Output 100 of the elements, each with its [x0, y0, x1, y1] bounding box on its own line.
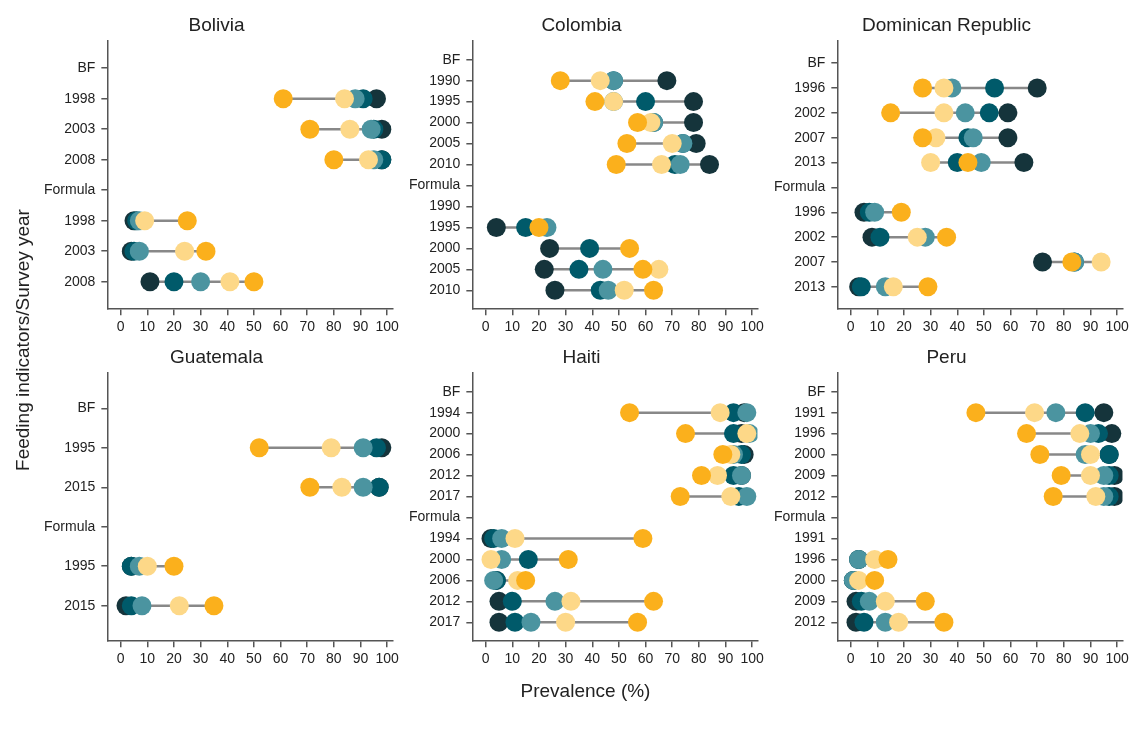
y-tick-label: 2012: [794, 613, 826, 630]
x-tick-label: 40: [949, 650, 966, 667]
x-tick-label: 50: [611, 650, 627, 667]
y-tick-label: 1998: [64, 211, 96, 228]
y-tick-label: 1994: [429, 403, 461, 420]
x-tick-label: 50: [611, 318, 627, 335]
x-tick-label: 90: [1082, 650, 1099, 667]
y-tick-label: 2015: [64, 478, 96, 495]
x-tick-label: 80: [1056, 650, 1072, 667]
y-tick-label: 2000: [429, 424, 461, 441]
x-tick-label: 20: [166, 318, 182, 335]
y-tick-label: 2007: [794, 128, 826, 145]
y-tick-label: BF: [807, 382, 826, 399]
x-tick-label: 30: [557, 318, 574, 335]
y-tick-label: 2000: [429, 239, 461, 256]
chart-title: Colombia: [541, 13, 623, 35]
y-tick-label: 2003: [64, 120, 96, 137]
x-tick-label: 100: [740, 318, 765, 335]
y-tick-label: 2017: [429, 613, 461, 630]
x-tick-label: 50: [246, 650, 262, 667]
y-tick-label: 2006: [429, 571, 461, 588]
y-tick-label: Formula: [773, 508, 826, 525]
x-tick-label: 70: [664, 650, 681, 667]
y-tick-label: 2010: [429, 155, 461, 172]
y-tick-label: 2005: [429, 134, 461, 151]
x-tick-label: 100: [375, 318, 400, 335]
y-tick-label: 2008: [64, 272, 96, 289]
y-tick-label: 1995: [429, 92, 461, 109]
chart-title: Peru: [926, 345, 967, 367]
y-tick-label: 2015: [64, 596, 96, 613]
x-tick-label: 70: [1029, 650, 1046, 667]
y-tick-label: BF: [442, 50, 461, 67]
x-tick-label: 80: [691, 318, 707, 335]
y-tick-label: BF: [77, 399, 96, 416]
y-tick-label: 2013: [794, 277, 826, 294]
x-tick-label: 10: [139, 650, 156, 667]
x-tick-label: 70: [299, 318, 316, 335]
y-tick-label: 1996: [794, 78, 826, 95]
x-tick-label: 0: [481, 650, 490, 667]
x-tick-label: 0: [116, 650, 125, 667]
y-tick-label: 2003: [64, 242, 96, 259]
x-tick-label: 90: [1082, 318, 1099, 335]
x-tick-label: 100: [1105, 650, 1130, 667]
y-tick-label: Formula: [773, 178, 826, 195]
y-tick-label: BF: [442, 382, 461, 399]
x-tick-label: 20: [166, 650, 182, 667]
x-tick-label: 100: [1105, 318, 1130, 335]
x-tick-label: 0: [846, 318, 855, 335]
y-tick-label: 2017: [429, 487, 461, 504]
x-tick-label: 30: [922, 650, 939, 667]
x-tick-label: 80: [326, 650, 342, 667]
x-tick-label: 90: [352, 650, 369, 667]
y-tick-label: 2012: [794, 487, 826, 504]
x-tick-label: 10: [139, 318, 156, 335]
y-tick-label: 2009: [794, 466, 826, 483]
x-tick-label: 50: [976, 650, 992, 667]
x-tick-label: 100: [740, 650, 765, 667]
x-axis-title: Prevalence (%): [519, 680, 652, 702]
y-tick-label: 2000: [794, 571, 826, 588]
x-tick-label: 70: [299, 650, 316, 667]
y-tick-label: 2013: [794, 153, 826, 170]
y-axis-title: Feeding indicators/Survey year: [12, 209, 34, 471]
x-tick-label: 20: [531, 318, 547, 335]
chart-title: Bolivia: [188, 13, 245, 35]
x-tick-label: 60: [637, 650, 654, 667]
x-tick-label: 10: [869, 318, 886, 335]
y-tick-label: Formula: [43, 517, 96, 534]
y-tick-label: 1990: [429, 197, 461, 214]
y-tick-label: 1991: [794, 529, 826, 546]
y-tick-label: Formula: [43, 181, 96, 198]
x-tick-label: 40: [219, 318, 236, 335]
y-tick-label: 1994: [429, 529, 461, 546]
y-tick-label: 1991: [794, 403, 826, 420]
x-tick-label: 0: [846, 650, 855, 667]
x-tick-label: 20: [531, 650, 547, 667]
x-tick-label: 40: [584, 650, 601, 667]
y-tick-label: Formula: [408, 176, 461, 193]
x-tick-label: 80: [1056, 318, 1072, 335]
x-tick-label: 60: [637, 318, 654, 335]
y-tick-label: 2008: [64, 150, 96, 167]
y-tick-label: 1998: [64, 89, 96, 106]
x-tick-label: 20: [896, 650, 912, 667]
y-tick-label: 2012: [429, 466, 461, 483]
x-tick-label: 60: [272, 650, 289, 667]
x-tick-label: 10: [869, 650, 886, 667]
y-tick-label: 2005: [429, 260, 461, 277]
x-tick-label: 10: [504, 650, 521, 667]
x-tick-label: 30: [922, 318, 939, 335]
x-tick-label: 0: [481, 318, 490, 335]
x-tick-label: 60: [272, 318, 289, 335]
y-tick-label: Formula: [408, 508, 461, 525]
x-tick-label: 90: [717, 650, 734, 667]
chart-title: Dominican Republic: [862, 13, 1031, 35]
y-tick-label: BF: [77, 59, 96, 76]
x-tick-label: 80: [691, 650, 707, 667]
x-tick-label: 90: [352, 318, 369, 335]
x-tick-label: 0: [116, 318, 125, 335]
x-tick-label: 90: [717, 318, 734, 335]
x-tick-label: 40: [219, 650, 236, 667]
x-tick-label: 20: [896, 318, 912, 335]
